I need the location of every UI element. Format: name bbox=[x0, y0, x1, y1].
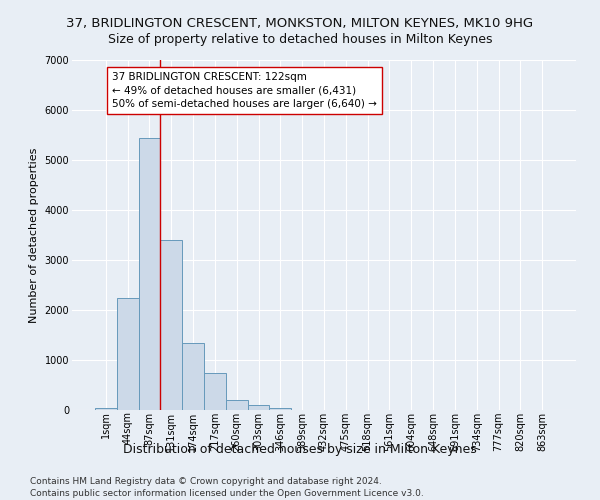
Y-axis label: Number of detached properties: Number of detached properties bbox=[29, 148, 39, 322]
Bar bbox=[248, 404, 269, 410]
Bar bbox=[139, 138, 160, 410]
Text: Contains public sector information licensed under the Open Government Licence v3: Contains public sector information licen… bbox=[30, 489, 424, 498]
Bar bbox=[117, 298, 139, 410]
Bar bbox=[226, 400, 248, 410]
Bar bbox=[269, 408, 291, 410]
Text: Distribution of detached houses by size in Milton Keynes: Distribution of detached houses by size … bbox=[123, 442, 477, 456]
Text: Contains HM Land Registry data © Crown copyright and database right 2024.: Contains HM Land Registry data © Crown c… bbox=[30, 478, 382, 486]
Text: 37 BRIDLINGTON CRESCENT: 122sqm
← 49% of detached houses are smaller (6,431)
50%: 37 BRIDLINGTON CRESCENT: 122sqm ← 49% of… bbox=[112, 72, 377, 109]
Text: Size of property relative to detached houses in Milton Keynes: Size of property relative to detached ho… bbox=[108, 32, 492, 46]
Bar bbox=[160, 240, 182, 410]
Text: 37, BRIDLINGTON CRESCENT, MONKSTON, MILTON KEYNES, MK10 9HG: 37, BRIDLINGTON CRESCENT, MONKSTON, MILT… bbox=[67, 18, 533, 30]
Bar bbox=[182, 342, 204, 410]
Bar bbox=[204, 372, 226, 410]
Bar bbox=[95, 408, 117, 410]
